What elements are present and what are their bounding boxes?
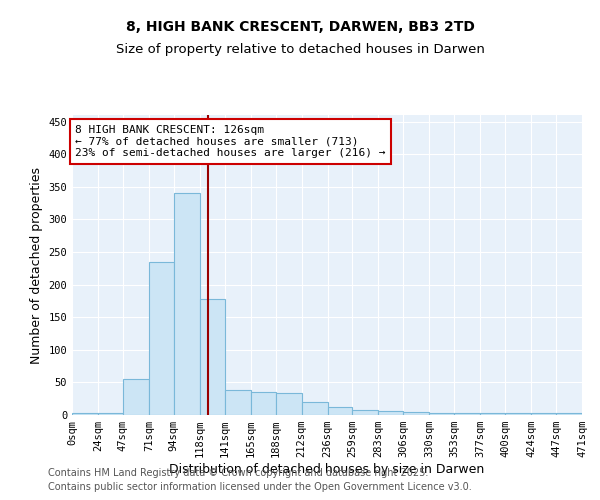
Bar [430, 413, 454, 415]
Bar [480, 413, 505, 415]
Bar [123, 379, 149, 415]
Bar [328, 406, 352, 415]
Text: Size of property relative to detached houses in Darwen: Size of property relative to detached ho… [116, 42, 484, 56]
Bar [531, 413, 556, 415]
Bar [352, 410, 379, 415]
Bar [149, 262, 174, 415]
Bar [505, 413, 531, 415]
Bar [454, 413, 480, 415]
Bar [275, 394, 302, 415]
Y-axis label: Number of detached properties: Number of detached properties [30, 166, 43, 364]
Bar [251, 392, 275, 415]
X-axis label: Distribution of detached houses by size in Darwen: Distribution of detached houses by size … [169, 463, 485, 476]
Bar [379, 411, 403, 415]
Bar [200, 299, 224, 415]
Text: Contains public sector information licensed under the Open Government Licence v3: Contains public sector information licen… [48, 482, 472, 492]
Bar [224, 390, 251, 415]
Bar [403, 412, 430, 415]
Text: 8 HIGH BANK CRESCENT: 126sqm
← 77% of detached houses are smaller (713)
23% of s: 8 HIGH BANK CRESCENT: 126sqm ← 77% of de… [75, 125, 386, 158]
Text: 8, HIGH BANK CRESCENT, DARWEN, BB3 2TD: 8, HIGH BANK CRESCENT, DARWEN, BB3 2TD [125, 20, 475, 34]
Bar [174, 194, 200, 415]
Bar [556, 413, 582, 415]
Bar [72, 413, 98, 415]
Bar [302, 402, 328, 415]
Bar [98, 413, 123, 415]
Text: Contains HM Land Registry data © Crown copyright and database right 2025.: Contains HM Land Registry data © Crown c… [48, 468, 428, 477]
